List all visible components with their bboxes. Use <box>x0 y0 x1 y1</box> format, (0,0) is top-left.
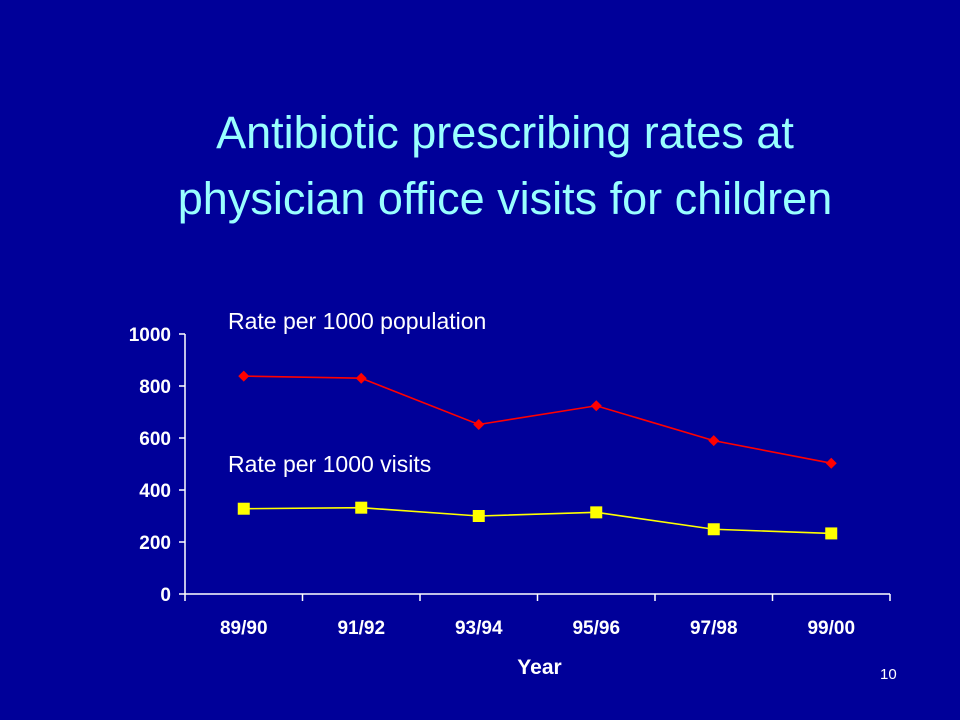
series-point-diamond <box>238 370 250 382</box>
slide-title-line-1: Antibiotic prescribing rates at <box>216 107 794 158</box>
x-tick-label: 89/90 <box>220 618 268 639</box>
y-tick-label: 1000 <box>129 325 171 346</box>
x-tick-label: 97/98 <box>690 618 738 639</box>
series-point-square <box>472 510 485 522</box>
y-tick-label: 200 <box>139 533 171 554</box>
series-point-square <box>707 523 720 536</box>
series-label-visits: Rate per 1000 visits <box>228 451 432 477</box>
series-point-diamond <box>825 457 837 469</box>
series-point-diamond <box>473 418 485 430</box>
y-tick-label: 400 <box>139 481 171 502</box>
series-point-square <box>590 506 603 519</box>
series-point-diamond <box>590 400 602 412</box>
series-point-diamond <box>355 372 367 384</box>
slide-title: Antibiotic prescribing rates at physicia… <box>80 100 930 232</box>
x-tick-label: 99/00 <box>807 618 855 639</box>
series-point-square <box>237 502 250 515</box>
series-point-square <box>825 527 838 540</box>
series-point-square <box>355 501 368 514</box>
x-axis-title: Year <box>517 656 561 679</box>
y-tick-label: 0 <box>160 585 171 606</box>
y-tick-label: 800 <box>139 377 171 398</box>
series-point-diamond <box>708 435 720 447</box>
x-tick-label: 93/94 <box>455 618 503 639</box>
x-tick-label: 95/96 <box>572 618 620 639</box>
x-tick-label: 91/92 <box>337 618 385 639</box>
series-line-2 <box>243 506 832 535</box>
series-line-1 <box>243 375 832 465</box>
slide-title-line-2: physician office visits for children <box>177 173 833 224</box>
page-number: 10 <box>880 666 897 683</box>
series-label-population: Rate per 1000 population <box>228 308 487 334</box>
y-tick-label: 600 <box>139 429 171 450</box>
